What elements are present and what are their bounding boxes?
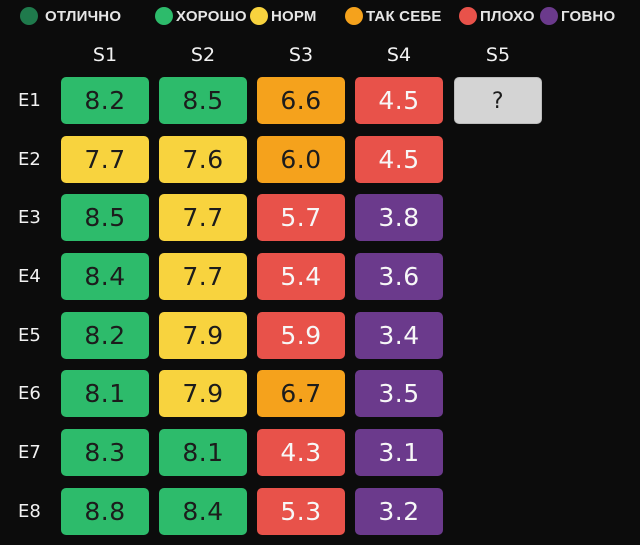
circle-dot-icon [20,7,38,25]
score-cell-e4-s1: 8.4 [61,253,149,300]
circle-dot-icon [250,7,268,25]
score-cell-e7-s4: 3.1 [355,429,443,476]
column-header-s3: S3 [288,44,314,66]
score-cell-e4-s4: 3.6 [355,253,443,300]
circle-dot-icon [459,7,477,25]
score-cell-e1-s5: ? [454,77,542,124]
legend-item-norm: НОРМ [250,6,317,26]
row-label-e2: E2 [18,149,41,170]
legend: ОТЛИЧНО ХОРОШО НОРМ ТАК СЕБЕ ПЛОХО ГОВНО [0,0,640,30]
legend-label: ГОВНО [561,7,616,25]
legend-item-tak-sebe: ТАК СЕБЕ [345,6,442,26]
legend-label: ТАК СЕБЕ [366,7,442,25]
row-label-e8: E8 [18,501,41,522]
score-cell-e5-s3: 5.9 [257,312,345,359]
score-cell-e6-s1: 8.1 [61,370,149,417]
score-cell-e2-s3: 6.0 [257,136,345,183]
score-cell-e4-s2: 7.7 [159,253,247,300]
row-label-e3: E3 [18,207,41,228]
score-cell-e6-s3: 6.7 [257,370,345,417]
score-cell-e2-s4: 4.5 [355,136,443,183]
score-cell-e6-s2: 7.9 [159,370,247,417]
row-label-e7: E7 [18,442,41,463]
score-cell-e2-s2: 7.6 [159,136,247,183]
circle-dot-icon [540,7,558,25]
score-cell-e3-s3: 5.7 [257,194,345,241]
score-cell-e1-s1: 8.2 [61,77,149,124]
legend-label: НОРМ [271,7,317,25]
score-cell-e1-s2: 8.5 [159,77,247,124]
score-cell-e8-s4: 3.2 [355,488,443,535]
column-header-s1: S1 [92,44,118,66]
column-header-s2: S2 [190,44,216,66]
score-cell-e5-s2: 7.9 [159,312,247,359]
column-header-s5: S5 [485,44,511,66]
legend-item-govno: ГОВНО [540,6,615,26]
score-cell-e7-s1: 8.3 [61,429,149,476]
score-cell-e1-s4: 4.5 [355,77,443,124]
row-label-e5: E5 [18,325,41,346]
score-cell-e5-s4: 3.4 [355,312,443,359]
score-cell-e3-s4: 3.8 [355,194,443,241]
score-cell-e6-s4: 3.5 [355,370,443,417]
row-label-e4: E4 [18,266,41,287]
score-cell-e7-s3: 4.3 [257,429,345,476]
score-cell-e7-s2: 8.1 [159,429,247,476]
legend-label: ХОРОШО [176,7,247,25]
score-cell-e4-s3: 5.4 [257,253,345,300]
row-label-e1: E1 [18,90,41,111]
legend-item-plokho: ПЛОХО [459,6,535,26]
score-cell-e8-s3: 5.3 [257,488,345,535]
legend-item-khorosho: ХОРОШО [155,6,247,26]
legend-label: ОТЛИЧНО [45,7,122,25]
row-label-e6: E6 [18,383,41,404]
score-cell-e5-s1: 8.2 [61,312,149,359]
column-header-s4: S4 [386,44,412,66]
score-cell-e1-s3: 6.6 [257,77,345,124]
circle-dot-icon [345,7,363,25]
legend-label: ПЛОХО [480,7,535,25]
score-cell-e2-s1: 7.7 [61,136,149,183]
score-cell-e8-s1: 8.8 [61,488,149,535]
score-cell-e3-s2: 7.7 [159,194,247,241]
score-cell-e3-s1: 8.5 [61,194,149,241]
legend-item-otlichno: ОТЛИЧНО [20,6,121,26]
score-cell-e8-s2: 8.4 [159,488,247,535]
circle-dot-icon [155,7,173,25]
